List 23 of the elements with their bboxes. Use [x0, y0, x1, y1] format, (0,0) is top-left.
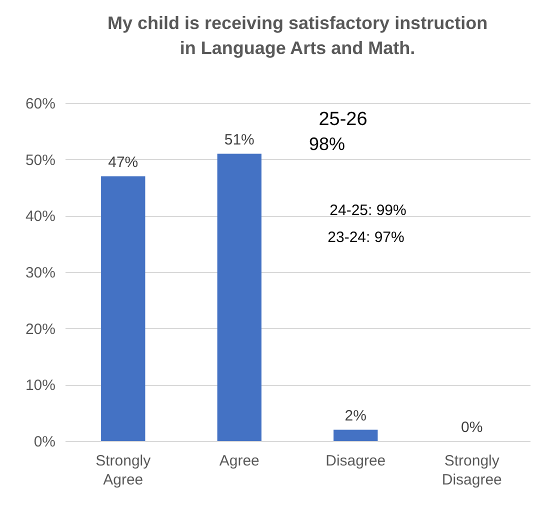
data-label: 47%	[108, 154, 138, 172]
x-tick-label: Strongly Agree	[96, 452, 152, 488]
bar	[101, 176, 146, 441]
y-tick-label: 0%	[34, 434, 56, 450]
data-label: 0%	[461, 419, 483, 436]
annotation: 25-26	[318, 109, 368, 130]
x-tick-label: Agree	[219, 452, 260, 470]
y-tick-label: 20%	[25, 320, 56, 338]
annotation: 24-25: 99%	[330, 202, 406, 219]
y-tick-label: 10%	[25, 377, 56, 394]
chart-title: My child is receiving satisfactory instruction in Language Arts and Math.	[107, 13, 488, 58]
y-tick-label: 60%	[25, 96, 56, 112]
annotation: 23-24: 97%	[328, 229, 404, 246]
bar	[217, 154, 262, 441]
data-label: 2%	[344, 408, 366, 425]
y-tick-label: 50%	[25, 152, 56, 169]
y-tick-label: 40%	[25, 208, 56, 226]
annotation: 98%	[308, 134, 346, 154]
x-tick-label: Strongly Disagree	[442, 452, 502, 488]
data-label: 51%	[224, 132, 254, 149]
y-tick-label: 30%	[25, 264, 56, 282]
x-tick-label: Disagree	[326, 452, 386, 470]
bar	[334, 430, 378, 441]
